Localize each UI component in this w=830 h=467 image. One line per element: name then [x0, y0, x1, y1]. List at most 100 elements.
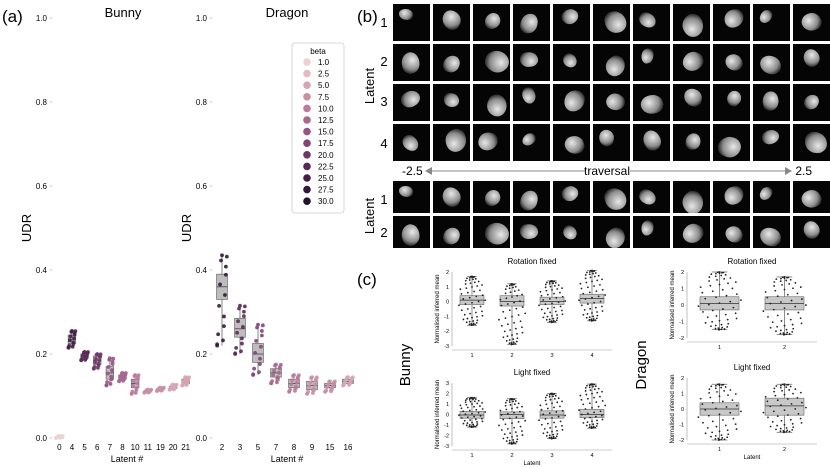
bunny-rotation-point	[466, 308, 469, 310]
bunny-light-point	[593, 396, 595, 399]
dragon-rotation-point	[773, 281, 776, 283]
bunny-rotation-point	[592, 315, 595, 318]
dragon-light-point	[769, 405, 772, 408]
bunny-light-point	[546, 394, 548, 397]
bunny-rotation-point	[475, 322, 478, 324]
dragon-point	[224, 254, 229, 259]
bunny-rotation-point	[481, 294, 484, 297]
bunny-rotation-point	[599, 283, 601, 286]
dragon-light-point	[788, 430, 791, 433]
dragon-rotation-point	[762, 310, 765, 312]
dragon-ytick-label: 0.0	[196, 434, 208, 443]
dragon-rotation-point	[716, 279, 718, 281]
dragon-rotation-point	[781, 283, 783, 286]
dragon-point	[295, 380, 299, 385]
bunny-light-point	[595, 425, 598, 427]
bunny-traversal-image	[513, 124, 550, 161]
bunny-rotation-point	[588, 273, 591, 276]
dragon-point	[291, 374, 295, 378]
dragon-light-point	[773, 390, 776, 393]
dragon-rotation-point	[714, 327, 717, 330]
bunny-light-point	[601, 400, 604, 402]
bunny-light-point	[512, 400, 514, 403]
bunny-rotation-point	[586, 313, 589, 315]
dragon-light-xtick-label: 2	[783, 447, 786, 453]
bunny-light-point	[556, 401, 559, 404]
dragon-light-ytick-label: 1	[681, 392, 684, 398]
bunny-traversal-image	[753, 44, 790, 81]
legend-swatch	[303, 174, 311, 182]
bunny-object-shape	[638, 91, 666, 118]
bunny-light-ytick-label: -1	[444, 423, 449, 429]
dragon-light-point	[783, 423, 786, 426]
dragon-traversal-image	[433, 216, 470, 248]
dragon-point	[236, 319, 240, 324]
bunny-rotation-point	[466, 291, 469, 294]
dragon-rotation-point	[766, 296, 769, 299]
dragon-light-point	[717, 437, 720, 440]
dragon-rotation-ytick-label: -2	[679, 336, 684, 342]
dragon-traversal-image	[633, 181, 670, 213]
dragon-rotation-point	[722, 308, 724, 310]
dragon-rotation-xtick-label: 1	[718, 345, 721, 351]
bunny-point	[142, 390, 147, 395]
bunny-xtick-label: 5	[82, 443, 87, 452]
bunny-rotation-point	[553, 284, 556, 287]
bunny-row-label-2: 2	[380, 54, 387, 69]
dragon-rotation-point	[783, 276, 786, 278]
dragon-point	[241, 325, 245, 329]
bunny-point	[183, 375, 187, 380]
dragon-light-point	[702, 421, 704, 424]
bunny-rotation-point	[476, 315, 478, 318]
bunny-rotation-point	[473, 281, 476, 284]
dragon-point	[295, 375, 300, 380]
dragon-point	[241, 309, 246, 314]
bunny-object-shape	[757, 7, 775, 26]
bunny-rotation-point	[511, 296, 513, 298]
bunny-light-point	[593, 383, 596, 386]
dragon-light-xlabel: Latent	[744, 455, 761, 461]
dragon-point	[308, 380, 312, 385]
bunny-rotation-point	[514, 327, 517, 330]
bunny-rotation-point	[594, 306, 597, 309]
bunny-light-point	[593, 388, 596, 391]
dragon-light-point	[762, 411, 765, 414]
dragon-light-point	[772, 410, 775, 413]
bunny-light-point	[509, 432, 512, 435]
dragon-light-point	[796, 396, 799, 399]
dragon-point	[215, 342, 220, 347]
bunny-rotation-point	[590, 318, 593, 321]
bunny-traversal-image	[593, 4, 630, 41]
bunny-light-point	[556, 433, 559, 435]
bunny-rotation-point	[521, 293, 523, 296]
dragon-rotation-point	[720, 323, 723, 326]
bunny-rotation-point	[591, 280, 593, 283]
bunny-object-shape	[723, 8, 745, 29]
bunny-light-point	[509, 404, 512, 406]
bunny-light-point	[513, 426, 516, 429]
bunny-traversal-image	[633, 44, 670, 81]
dragon-light-point	[774, 394, 777, 397]
bunny-rotation-point	[504, 317, 507, 320]
dragon-point	[223, 293, 227, 297]
bunny-point	[72, 336, 76, 341]
legend-swatch	[303, 162, 311, 171]
bunny-light-ytick-label: 0	[446, 413, 449, 419]
dragon-light-point	[715, 407, 717, 410]
bunny-light-point	[471, 403, 473, 405]
bunny-light-point	[552, 433, 555, 436]
bunny-light-point	[475, 424, 478, 427]
dragon-light-point	[782, 429, 785, 432]
dragon-rotation-point	[711, 309, 714, 312]
bunny-point	[134, 385, 139, 390]
bunny-rotation-point	[498, 318, 500, 321]
dragon-object-shape	[438, 184, 465, 210]
dragon-point	[257, 370, 261, 375]
dragon-point	[305, 391, 310, 396]
dragon-rotation-point	[792, 287, 794, 290]
bunny-rotation-point	[510, 341, 513, 344]
bunny-point	[147, 389, 152, 394]
dragon-light-point	[799, 391, 802, 394]
dragon-point	[313, 382, 317, 387]
bunny-light-point	[594, 385, 597, 388]
